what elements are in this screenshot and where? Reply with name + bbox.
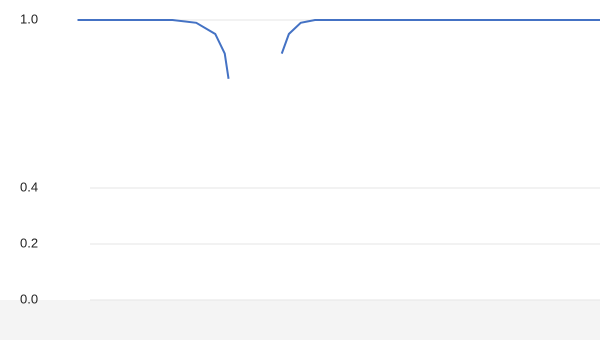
y-tick-label: 1.0 [20,11,38,26]
x-axis-band [0,300,600,340]
y-tick-label: 0.4 [20,179,38,194]
y-tick-label: 0.2 [20,235,38,250]
line-series [77,19,600,79]
y-tick-label: 0.0 [20,291,38,306]
